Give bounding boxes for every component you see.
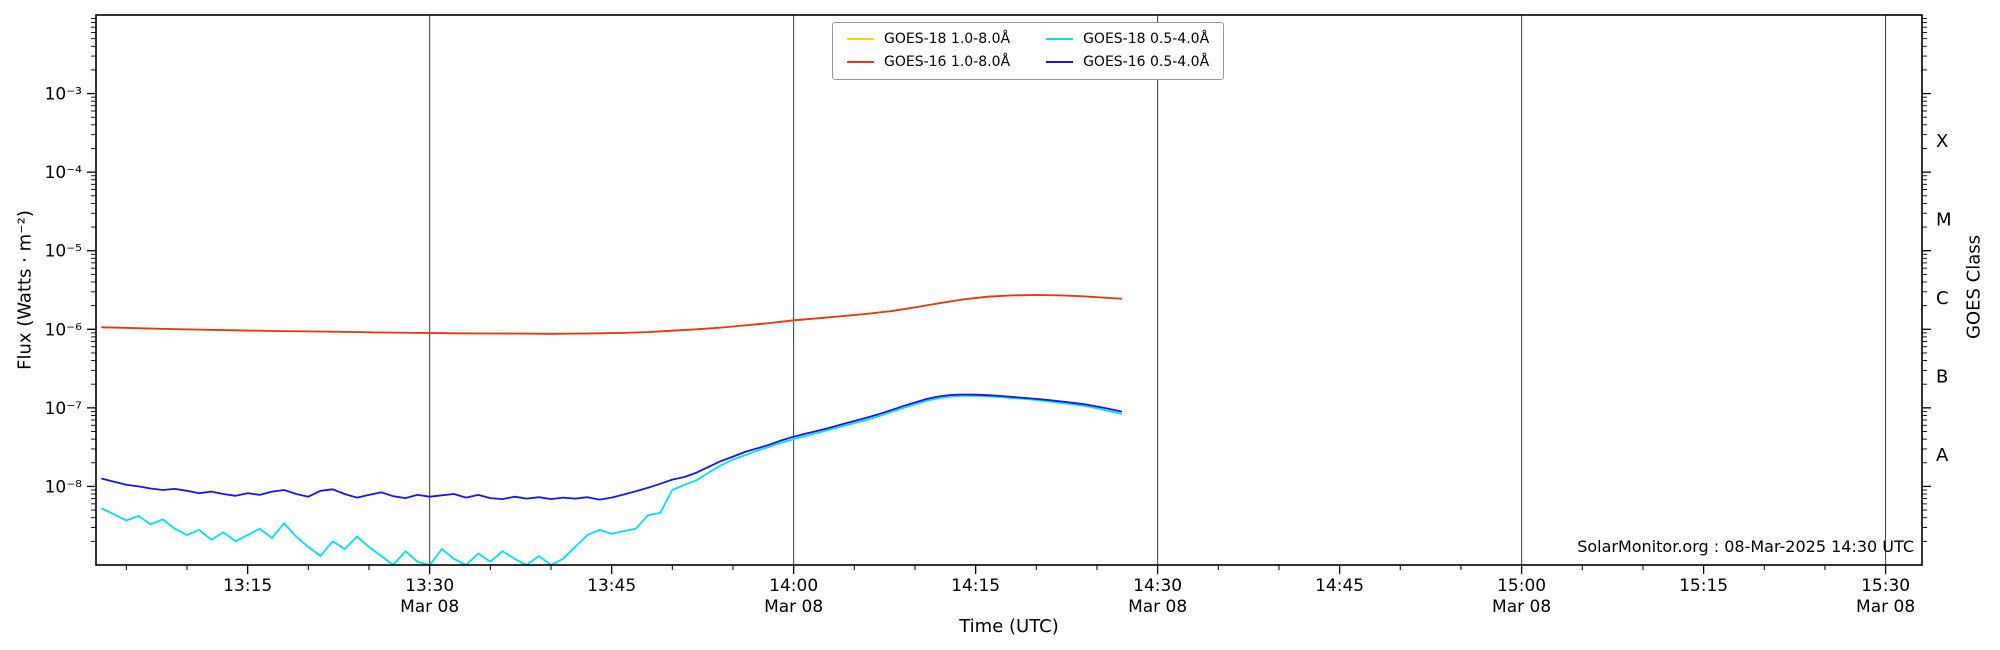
x-tick-label: 13:15 <box>223 576 272 596</box>
x-tick-sublabel: Mar 08 <box>400 597 459 617</box>
x-tick-label: 14:45 <box>1315 576 1364 596</box>
goes-class-letter-B: B <box>1936 367 1948 388</box>
series-line-goes16-long <box>101 294 1123 335</box>
legend-line-goes16-short-icon <box>1046 61 1074 64</box>
goes-class-letter-X: X <box>1936 131 1948 152</box>
y-tick-label: 10⁻⁴ <box>45 163 83 183</box>
x-axis-label-time: Time (UTC) <box>959 616 1059 637</box>
goes-class-letter-C: C <box>1936 288 1949 309</box>
x-tick-label: 13:45 <box>587 576 636 596</box>
legend-item-goes16-long: GOES-16 1.0-8.0Å <box>847 54 1010 71</box>
legend-line-goes16-long-icon <box>847 61 874 64</box>
x-tick-label: 13:30 <box>405 576 454 596</box>
legend-label-goes16-short: GOES-16 0.5-4.0Å <box>1083 53 1210 70</box>
goes-class-letter-A: A <box>1936 445 1949 466</box>
y-tick-label: 10⁻⁸ <box>45 477 83 497</box>
legend: GOES-18 1.0-8.0Å GOES-16 1.0-8.0Å GOES-1… <box>832 22 1225 80</box>
y-tick-label: 10⁻³ <box>45 85 82 105</box>
legend-line-goes18-long-icon <box>847 38 874 41</box>
legend-item-goes16-short: GOES-16 0.5-4.0Å <box>1046 54 1209 71</box>
x-tick-label: 14:30 <box>1133 576 1182 596</box>
y-axis-label-goes-class: GOES Class <box>1963 235 1985 339</box>
series-line-goes16-short <box>101 393 1123 501</box>
y-tick-label: 10⁻⁷ <box>45 399 83 419</box>
series-line-goes18-short <box>101 394 1123 565</box>
x-tick-label: 14:15 <box>951 576 1000 596</box>
x-tick-label: 14:00 <box>769 576 818 596</box>
solarmonitor-watermark: SolarMonitor.org : 08-Mar-2025 14:30 UTC <box>1577 537 1914 556</box>
y-tick-label: 10⁻⁶ <box>45 320 83 340</box>
series-line-goes18-long <box>101 294 1123 335</box>
x-tick-sublabel: Mar 08 <box>1128 597 1187 617</box>
legend-item-goes18-long: GOES-18 1.0-8.0Å <box>847 31 1010 48</box>
legend-item-goes18-short: GOES-18 0.5-4.0Å <box>1046 31 1209 48</box>
x-tick-sublabel: Mar 08 <box>764 597 823 617</box>
x-tick-label: 15:15 <box>1679 576 1728 596</box>
plot-frame <box>95 14 1923 566</box>
x-tick-label: 15:00 <box>1497 576 1546 596</box>
goes-class-letter-M: M <box>1936 209 1952 230</box>
legend-line-goes18-short-icon <box>1046 38 1074 41</box>
x-tick-sublabel: Mar 08 <box>1492 597 1551 617</box>
legend-label-goes18-long: GOES-18 1.0-8.0Å <box>884 31 1011 47</box>
legend-label-goes18-short: GOES-18 0.5-4.0Å <box>1083 31 1210 47</box>
y-tick-label: 10⁻⁵ <box>45 242 82 262</box>
x-tick-sublabel: Mar 08 <box>1856 597 1915 617</box>
y-axis-label-flux: Flux (Watts · m⁻²) <box>14 210 36 370</box>
x-tick-label: 15:30 <box>1861 576 1910 596</box>
legend-label-goes16-long: GOES-16 1.0-8.0Å <box>884 53 1011 70</box>
